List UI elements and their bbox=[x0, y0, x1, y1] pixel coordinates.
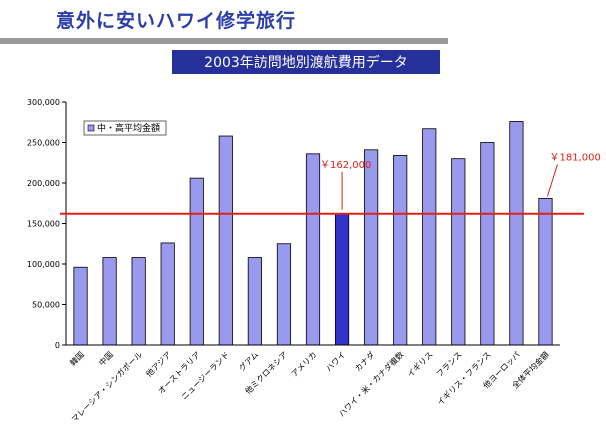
x-tick-label: 韓国 bbox=[68, 349, 86, 367]
annotation-label: ￥181,000 bbox=[549, 152, 600, 163]
bar bbox=[131, 257, 146, 346]
y-tick-label: 300,000 bbox=[27, 98, 60, 107]
annotation-arrow bbox=[546, 164, 558, 197]
bar bbox=[393, 155, 408, 346]
x-tick-label: 中国 bbox=[97, 349, 115, 367]
x-tick-label: カナダ bbox=[352, 349, 376, 373]
bar bbox=[276, 243, 292, 346]
bar bbox=[102, 257, 117, 346]
x-tick-label: ハワイ bbox=[324, 350, 347, 373]
bar bbox=[189, 177, 204, 346]
bar bbox=[160, 242, 175, 346]
bar bbox=[73, 266, 88, 346]
bar bbox=[218, 135, 233, 346]
x-tick-label: フランス bbox=[435, 350, 464, 379]
annotation-label: ￥162,000 bbox=[320, 160, 371, 171]
bar bbox=[334, 213, 350, 346]
chart-subtitle: 2003年訪問地別渡航費用データ bbox=[204, 55, 408, 71]
y-tick-label: 100,000 bbox=[27, 260, 60, 269]
x-tick-label: 他アジア bbox=[144, 349, 173, 378]
bar bbox=[364, 149, 379, 346]
bar bbox=[538, 197, 553, 346]
bar bbox=[480, 142, 495, 346]
x-tick-label: グアム bbox=[237, 349, 261, 373]
bar bbox=[247, 257, 262, 346]
y-axis: 0 50,000 100,000 150,000 200,000 250,000 300,0… bbox=[27, 98, 67, 350]
chart-subtitle-banner: 2003年訪問地別渡航費用データ bbox=[172, 50, 440, 74]
y-tick-label: 250,000 bbox=[27, 139, 60, 148]
x-tick-label: イギリス・フランス bbox=[436, 350, 493, 407]
bar bbox=[422, 128, 437, 346]
x-tick-label: イギリス bbox=[406, 350, 435, 379]
legend-swatch bbox=[87, 124, 95, 132]
legend-label: 中・高平均金額 bbox=[97, 122, 160, 134]
x-tick-label: アメリカ bbox=[290, 350, 319, 379]
y-tick-label: 200,000 bbox=[27, 179, 60, 188]
annotations: ￥162,000 ￥181,000 bbox=[320, 152, 601, 210]
legend: 中・高平均金額 bbox=[83, 120, 167, 136]
y-tick-label: 50,000 bbox=[32, 301, 60, 310]
bar bbox=[305, 153, 321, 346]
y-tick-label: 0 bbox=[55, 341, 60, 350]
title-divider bbox=[0, 38, 448, 44]
page-title: 意外に安いハワイ修学旅行 bbox=[56, 10, 297, 32]
bar bbox=[451, 158, 466, 346]
bars bbox=[73, 121, 553, 346]
y-tick-label: 150,000 bbox=[27, 220, 60, 229]
bar bbox=[509, 121, 524, 346]
legend-box bbox=[83, 120, 167, 136]
